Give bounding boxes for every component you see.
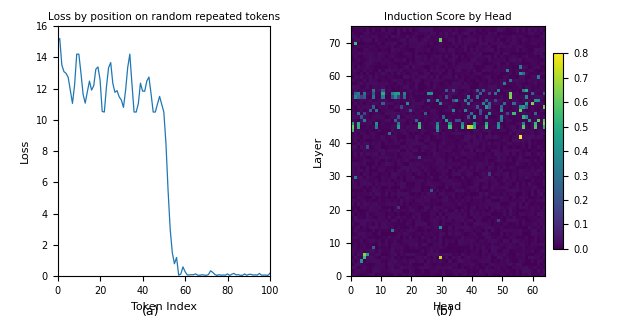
Text: (a): (a) bbox=[141, 305, 159, 318]
Y-axis label: Loss: Loss bbox=[20, 139, 30, 163]
Text: (b): (b) bbox=[436, 305, 454, 318]
Title: Loss by position on random repeated tokens: Loss by position on random repeated toke… bbox=[48, 12, 280, 22]
X-axis label: Token Index: Token Index bbox=[131, 302, 197, 312]
X-axis label: Head: Head bbox=[433, 302, 463, 312]
Y-axis label: Layer: Layer bbox=[313, 136, 323, 167]
Title: Induction Score by Head: Induction Score by Head bbox=[384, 12, 511, 22]
